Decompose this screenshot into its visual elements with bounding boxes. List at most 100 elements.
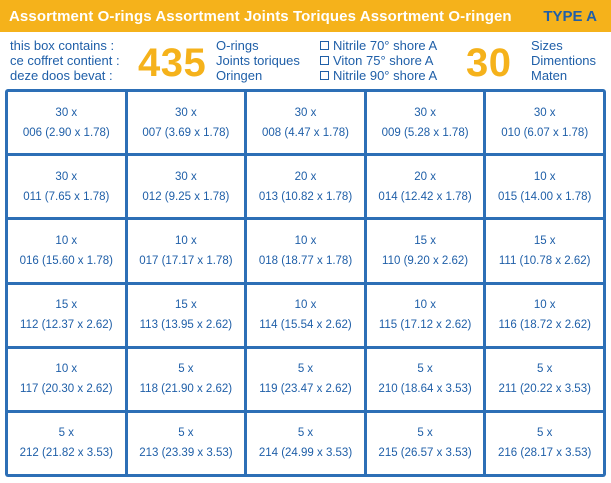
- title-bar: Assortment O-rings Assortment Joints Tor…: [0, 0, 611, 32]
- size-cell: 5 x 214 (24.99 x 3.53): [247, 412, 364, 474]
- cell-size: 017 (17.17 x 1.78): [139, 254, 233, 267]
- oring-names: O-rings Joints toriques Oringen: [216, 38, 300, 83]
- size-name-nl: Maten: [531, 68, 568, 83]
- assortment-title: Assortment O-rings Assortment Joints Tor…: [9, 7, 512, 25]
- cell-quantity: 10 x: [294, 234, 317, 247]
- checkbox-icon: [320, 56, 329, 65]
- cell-quantity: 5 x: [58, 427, 74, 440]
- size-cell: 30 x 011 (7.65 x 1.78): [8, 156, 125, 218]
- cell-quantity: 10 x: [533, 170, 556, 183]
- cell-quantity: 15 x: [414, 234, 436, 247]
- cell-quantity: 5 x: [178, 427, 194, 440]
- size-grid: 30 x 006 (2.90 x 1.78) 30 x 007 (3.69 x 1.7…: [8, 92, 603, 474]
- cell-quantity: 15 x: [533, 234, 556, 247]
- contents-summary: this box contains : ce coffret contient …: [0, 32, 611, 89]
- cell-size: 112 (12.37 x 2.62): [20, 319, 113, 332]
- size-cell: 30 x 008 (4.47 x 1.78): [247, 92, 364, 154]
- cell-size: 211 (20.22 x 3.53): [498, 383, 591, 396]
- size-cell: 10 x 117 (20.30 x 2.62): [8, 348, 125, 410]
- size-cell: 5 x 210 (18.64 x 3.53): [366, 348, 484, 410]
- cell-quantity: 30 x: [294, 106, 317, 119]
- size-cell: 10 x 017 (17.17 x 1.78): [127, 220, 245, 282]
- contains-text: this box contains : ce coffret contient …: [10, 38, 120, 83]
- cell-size: 116 (18.72 x 2.62): [498, 319, 591, 332]
- cell-size: 015 (14.00 x 1.78): [498, 190, 592, 203]
- cell-quantity: 5 x: [417, 427, 433, 440]
- cell-size: 011 (7.65 x 1.78): [23, 190, 110, 203]
- material-label: Nitrile 90° shore A: [333, 68, 438, 83]
- cell-quantity: 10 x: [294, 299, 317, 312]
- size-cell: 5 x 216 (28.17 x 3.53): [486, 412, 603, 474]
- contains-line-nl: deze doos bevat :: [10, 68, 113, 83]
- type-label: TYPE A: [543, 7, 597, 25]
- cell-size: 115 (17.12 x 2.62): [378, 319, 472, 332]
- size-cell: 10 x 018 (18.77 x 1.78): [247, 220, 364, 282]
- oring-name-en: O-rings: [216, 38, 259, 53]
- size-names: Sizes Dimentions Maten: [531, 38, 596, 83]
- oring-name-fr: Joints toriques: [216, 53, 300, 68]
- cell-quantity: 5 x: [537, 427, 553, 440]
- cell-size: 110 (9.20 x 2.62): [382, 254, 469, 267]
- cell-quantity: 10 x: [175, 234, 197, 247]
- cell-size: 018 (18.77 x 1.78): [258, 254, 353, 267]
- size-cell: 30 x 012 (9.25 x 1.78): [127, 156, 245, 218]
- size-name-en: Sizes: [531, 38, 563, 53]
- checkbox-icon: [320, 41, 329, 50]
- size-cell: 15 x 113 (13.95 x 2.62): [127, 284, 245, 346]
- cell-size: 212 (21.82 x 3.53): [19, 447, 113, 460]
- cell-size: 111 (10.78 x 2.62): [498, 254, 591, 267]
- material-label: Nitrile 70° shore A: [333, 38, 438, 53]
- materials-list: Nitrile 70° shore A Viton 75° shore A Ni…: [320, 38, 437, 83]
- cell-size: 215 (26.57 x 3.53): [378, 447, 472, 460]
- cell-size: 013 (10.82 x 1.78): [258, 190, 353, 203]
- oring-name-nl: Oringen: [216, 68, 263, 83]
- cell-size: 007 (3.69 x 1.78): [142, 126, 230, 139]
- material-label: Viton 75° shore A: [333, 53, 434, 68]
- cell-quantity: 5 x: [537, 363, 553, 376]
- cell-size: 213 (23.39 x 3.53): [139, 447, 233, 460]
- size-cell: 20 x 013 (10.82 x 1.78): [247, 156, 364, 218]
- checkbox-icon: [320, 71, 329, 80]
- size-cell: 10 x 114 (15.54 x 2.62): [247, 284, 364, 346]
- size-grid-frame: 30 x 006 (2.90 x 1.78) 30 x 007 (3.69 x 1.7…: [5, 89, 606, 477]
- cell-quantity: 10 x: [533, 299, 556, 312]
- cell-quantity: 15 x: [55, 299, 78, 312]
- size-cell: 30 x 007 (3.69 x 1.78): [127, 92, 245, 154]
- size-cell: 5 x 213 (23.39 x 3.53): [127, 412, 245, 474]
- cell-quantity: 30 x: [175, 170, 197, 183]
- size-cell: 15 x 110 (9.20 x 2.62): [366, 220, 484, 282]
- size-cell: 5 x 119 (23.47 x 2.62): [247, 348, 364, 410]
- cell-size: 012 (9.25 x 1.78): [142, 190, 230, 203]
- cell-quantity: 5 x: [297, 427, 314, 440]
- cell-size: 118 (21.90 x 2.62): [139, 383, 233, 396]
- cell-size: 010 (6.07 x 1.78): [501, 126, 589, 139]
- size-cell: 10 x 016 (15.60 x 1.78): [8, 220, 125, 282]
- cell-size: 006 (2.90 x 1.78): [22, 126, 110, 139]
- cell-size: 113 (13.95 x 2.62): [139, 319, 233, 332]
- size-cell: 30 x 010 (6.07 x 1.78): [486, 92, 603, 154]
- cell-quantity: 20 x: [414, 170, 436, 183]
- size-cell: 15 x 112 (12.37 x 2.62): [8, 284, 125, 346]
- cell-quantity: 15 x: [175, 299, 197, 312]
- size-cell: 20 x 014 (12.42 x 1.78): [366, 156, 484, 218]
- cell-quantity: 30 x: [55, 106, 78, 119]
- material-item: Nitrile 70° shore A: [320, 38, 437, 53]
- material-item: Viton 75° shore A: [320, 53, 437, 68]
- cell-size: 119 (23.47 x 2.62): [259, 383, 352, 396]
- size-cell: 10 x 015 (14.00 x 1.78): [486, 156, 603, 218]
- cell-size: 008 (4.47 x 1.78): [262, 126, 349, 139]
- contains-line-en: this box contains :: [10, 38, 115, 53]
- size-cell: 10 x 115 (17.12 x 2.62): [366, 284, 484, 346]
- cell-size: 014 (12.42 x 1.78): [378, 190, 472, 203]
- cell-quantity: 5 x: [178, 363, 194, 376]
- cell-quantity: 5 x: [297, 363, 314, 376]
- cell-size: 117 (20.30 x 2.62): [20, 383, 113, 396]
- cell-size: 009 (5.28 x 1.78): [381, 126, 469, 139]
- size-cell: 30 x 009 (5.28 x 1.78): [366, 92, 484, 154]
- cell-quantity: 30 x: [55, 170, 78, 183]
- cell-size: 016 (15.60 x 1.78): [19, 254, 113, 267]
- size-cell: 30 x 006 (2.90 x 1.78): [8, 92, 125, 154]
- cell-quantity: 10 x: [55, 234, 78, 247]
- cell-size: 210 (18.64 x 3.53): [378, 383, 472, 396]
- cell-size: 114 (15.54 x 2.62): [259, 319, 352, 332]
